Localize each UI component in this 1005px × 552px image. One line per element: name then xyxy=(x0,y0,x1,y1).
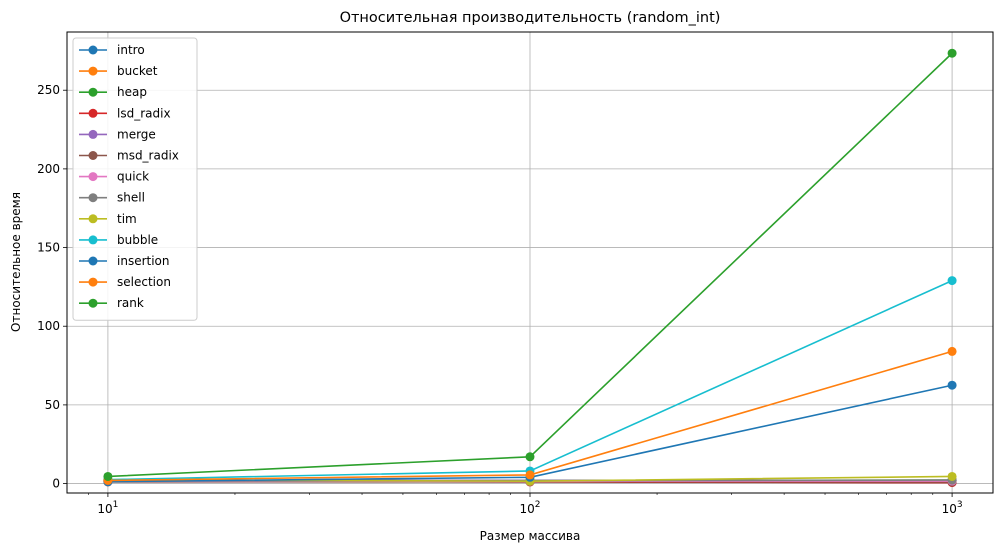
legend-label: shell xyxy=(117,191,145,205)
y-axis-title: Относительное время xyxy=(9,192,23,332)
legend-item-selection: selection xyxy=(79,275,171,289)
x-axis-title: Размер массива xyxy=(480,529,581,543)
legend-marker xyxy=(88,108,98,118)
data-point xyxy=(525,470,535,480)
legend-marker xyxy=(88,87,98,97)
legend-item-intro: intro xyxy=(79,43,145,57)
legend-label: bucket xyxy=(117,64,158,78)
y-tick-label: 0 xyxy=(52,477,60,491)
y-tick-label: 100 xyxy=(37,319,60,333)
legend-marker xyxy=(88,193,98,203)
legend-marker xyxy=(88,172,98,182)
legend-item-rank: rank xyxy=(79,296,144,310)
chart-title: Относительная производительность (random… xyxy=(340,10,721,26)
legend-item-tim: tim xyxy=(79,212,137,226)
series-rank xyxy=(103,48,957,481)
x-tick-label-exponent: 3 xyxy=(957,500,963,510)
legend-item-merge: merge xyxy=(79,127,156,141)
legend-marker xyxy=(88,298,98,308)
legend-label: rank xyxy=(117,296,144,310)
data-point xyxy=(525,452,535,462)
legend-label: intro xyxy=(117,43,145,57)
y-tick-label: 150 xyxy=(37,241,60,255)
legend-marker xyxy=(88,256,98,266)
data-point xyxy=(947,471,957,481)
grid xyxy=(67,32,993,493)
legend-item-bubble: bubble xyxy=(79,233,158,247)
x-tick-label: 101 xyxy=(97,500,118,516)
data-point xyxy=(947,48,957,58)
legend-marker xyxy=(88,277,98,287)
legend-label: insertion xyxy=(117,254,170,268)
legend-label: quick xyxy=(117,170,149,184)
legend-item-insertion: insertion xyxy=(79,254,170,268)
x-tick-label: 103 xyxy=(942,500,963,516)
x-tick-label-exponent: 2 xyxy=(535,500,541,510)
legend-marker xyxy=(88,129,98,139)
legend-label: msd_radix xyxy=(117,149,179,163)
y-tick-label: 200 xyxy=(37,162,60,176)
data-point xyxy=(947,346,957,356)
legend-marker xyxy=(88,235,98,245)
series-layer xyxy=(103,48,957,488)
data-point xyxy=(947,276,957,286)
x-tick-label-exponent: 1 xyxy=(113,500,119,510)
x-tick-label: 102 xyxy=(519,500,540,516)
legend-item-bucket: bucket xyxy=(79,64,158,78)
legend-item-msd_radix: msd_radix xyxy=(79,149,179,163)
y-tick-label: 50 xyxy=(45,398,60,412)
legend-label: tim xyxy=(117,212,137,226)
legend-label: bubble xyxy=(117,233,158,247)
legend-label: lsd_radix xyxy=(117,106,171,120)
legend-label: selection xyxy=(117,275,171,289)
legend-marker xyxy=(88,151,98,160)
legend-label: heap xyxy=(117,85,147,99)
x-tick-label-base: 10 xyxy=(97,502,112,516)
data-point xyxy=(947,380,957,390)
legend-item-lsd_radix: lsd_radix xyxy=(79,106,171,120)
legend-label: merge xyxy=(117,127,156,141)
legend-box xyxy=(72,37,198,321)
legend-item-shell: shell xyxy=(79,191,145,205)
legend-item-quick: quick xyxy=(79,170,149,184)
data-point xyxy=(103,471,113,481)
x-tick-label-base: 10 xyxy=(519,502,534,516)
legend-marker xyxy=(88,66,98,76)
y-tick-label: 250 xyxy=(37,83,60,97)
legend-item-heap: heap xyxy=(79,85,147,99)
legend-marker xyxy=(88,214,98,224)
x-tick-label-base: 10 xyxy=(942,502,957,516)
legend-marker xyxy=(88,45,98,55)
